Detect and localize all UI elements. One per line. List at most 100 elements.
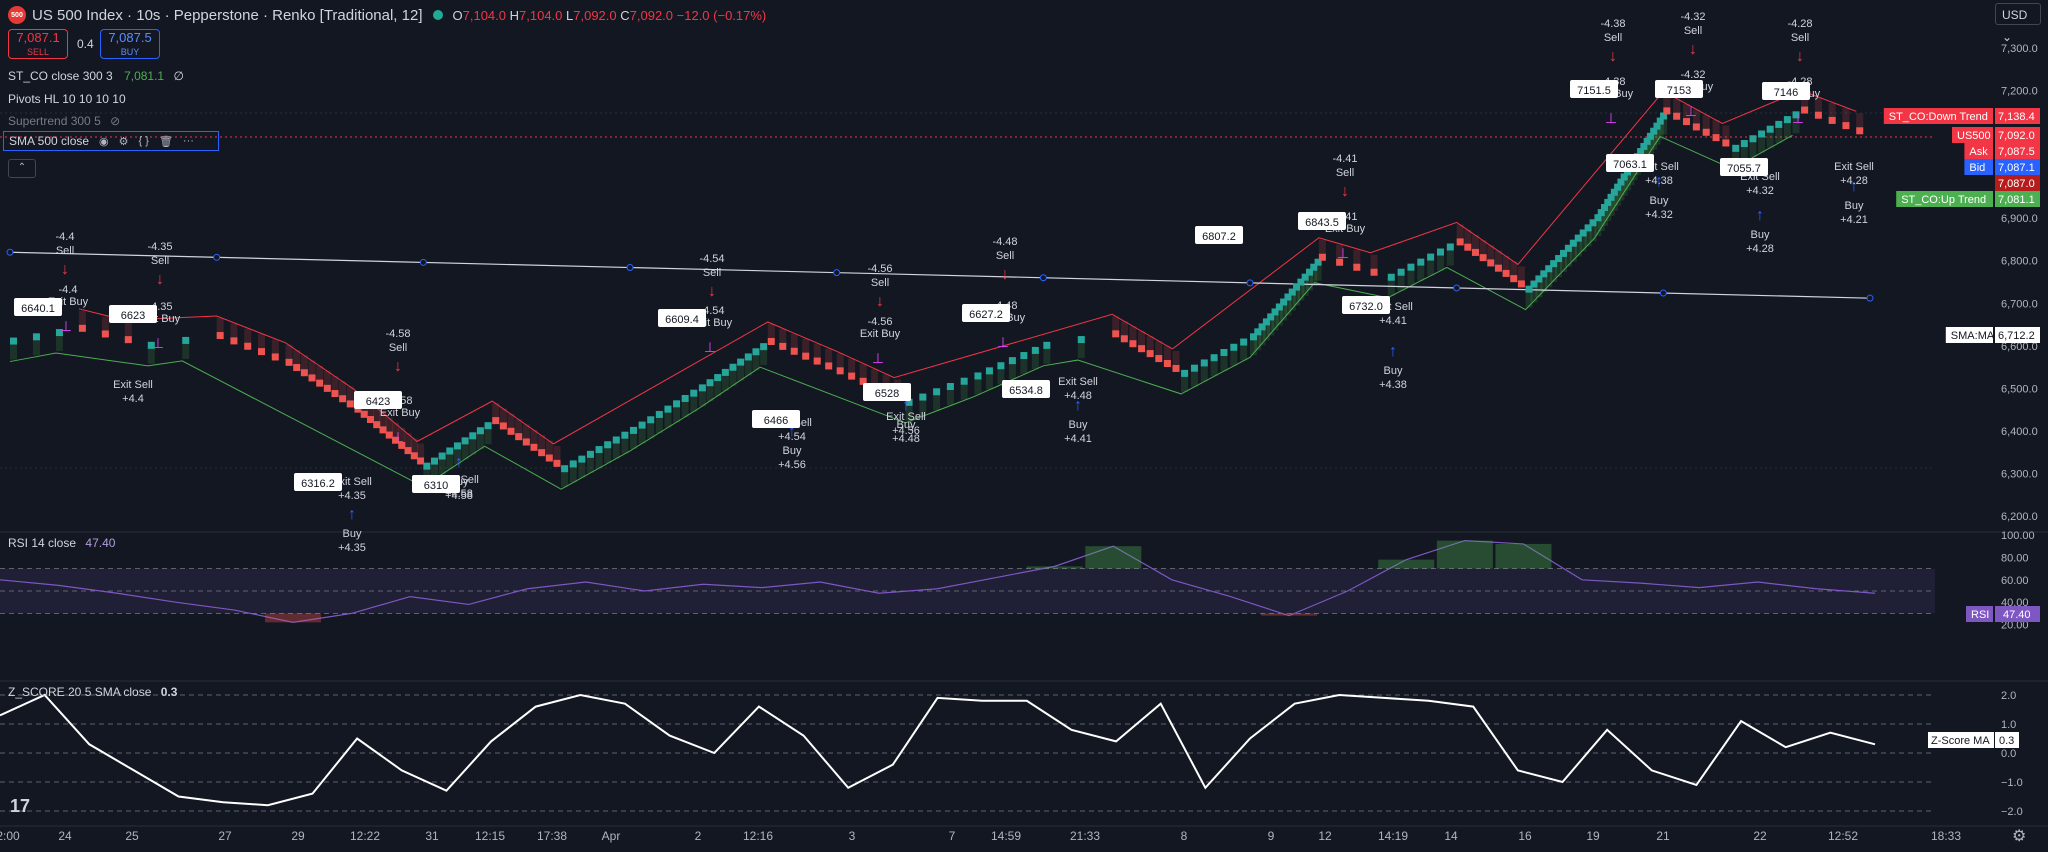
- source-code-icon[interactable]: { }: [138, 135, 149, 147]
- buy-arrow-icon: ↑: [1074, 397, 1082, 414]
- buy-signal-value: +4.21: [1840, 214, 1868, 226]
- collapse-legend-button[interactable]: ⌃: [8, 159, 36, 178]
- renko-brick-up: [974, 372, 982, 380]
- price-axis[interactable]: 7,300.07,200.07,100.07,000.06,900.06,800…: [1883, 43, 2040, 818]
- supertrend-fill: [410, 438, 418, 457]
- renko-brick-up: [1604, 198, 1612, 206]
- sell-button[interactable]: 7,087.1 SELL: [8, 29, 68, 59]
- supertrend-fill: [1240, 342, 1248, 361]
- buy-button[interactable]: 7,087.5 BUY: [100, 29, 160, 59]
- buy-signal-label: Buy: [1845, 200, 1864, 212]
- renko-brick-down: [1494, 264, 1502, 272]
- supertrend-fill: [825, 348, 833, 367]
- pivot-marker: [6, 248, 14, 256]
- settings-icon[interactable]: ⚙: [118, 135, 129, 148]
- supertrend-fill: [1643, 141, 1651, 160]
- renko-brick-down: [373, 421, 381, 429]
- renko-brick-down: [1510, 275, 1518, 283]
- sell-signal-label: Sell: [871, 277, 889, 289]
- renko-brick-up: [1275, 303, 1283, 311]
- renko-brick-up: [1535, 275, 1543, 283]
- supertrend-fill: [1702, 114, 1710, 133]
- renko-brick-up: [1584, 224, 1592, 232]
- sma-legend[interactable]: SMA 500 close ◉ ⚙ { } 🗑 ···: [3, 131, 219, 151]
- sell-signal-label: Sell: [1336, 167, 1354, 179]
- currency-selector[interactable]: USD ⌄: [1995, 3, 2041, 44]
- supertrend-fill: [974, 376, 982, 395]
- supertrend-fill: [404, 433, 412, 452]
- supertrend-fill: [681, 399, 689, 417]
- supertrend-fill: [553, 445, 561, 464]
- pivot-label: 6640.1: [21, 303, 55, 315]
- supertrend-fill: [1301, 277, 1309, 296]
- supertrend-legend[interactable]: Supertrend 300 5 ⊘: [8, 114, 121, 128]
- buy-signal-label: Buy: [897, 419, 916, 431]
- renko-brick-up: [1620, 173, 1628, 181]
- renko-brick-up: [1305, 268, 1313, 276]
- supertrend-fill: [147, 345, 155, 364]
- sell-arrow-icon: ↓: [1689, 41, 1697, 58]
- rsi-legend[interactable]: RSI 14 close 47.40: [8, 536, 116, 550]
- settings-gear-icon[interactable]: ⚙: [2012, 828, 2027, 845]
- renko-brick-down: [1120, 335, 1128, 343]
- renko-brick-up: [604, 441, 612, 449]
- supertrend-fill: [1262, 322, 1270, 341]
- time-tick-label: 16: [1518, 829, 1532, 843]
- price-label-text: ST_CO:Up Trend: [1901, 194, 1986, 206]
- pivot-label: 6843.5: [1305, 217, 1339, 229]
- zscore-legend[interactable]: Z_SCORE 20 5 SMA close 0.3: [8, 685, 178, 699]
- renko-brick-up: [1617, 178, 1625, 186]
- time-axis[interactable]: 2:00 24 25 27 29 12:22 31 12:15 17:38 Apr 2 12:16 3 7…: [0, 829, 1961, 843]
- renko-brick-up: [1656, 117, 1664, 125]
- pivot-label-box: [109, 305, 157, 323]
- supertrend-fill: [373, 407, 381, 426]
- renko-brick-down: [271, 353, 279, 361]
- supertrend-fill: [1740, 144, 1748, 163]
- supertrend-fill: [919, 397, 927, 416]
- sell-signal-value: -4.41: [1332, 153, 1357, 165]
- pivots-legend[interactable]: Pivots HL 10 10 10 10: [8, 92, 126, 106]
- exit-marker-icon: ⊥: [1685, 103, 1697, 119]
- sell-signal-value: -4.56: [867, 263, 892, 275]
- supertrend-fill: [1297, 282, 1305, 301]
- supertrend-fill: [737, 362, 745, 381]
- rsi-overbought-fill: [1085, 546, 1142, 569]
- renko-brick-up: [1775, 120, 1783, 128]
- pivot-marker: [833, 269, 841, 277]
- delete-icon[interactable]: 🗑: [158, 135, 173, 148]
- supertrend-fill: [690, 393, 698, 412]
- rsi-value-box: [1995, 606, 2040, 622]
- renko-brick-down: [538, 449, 546, 457]
- tradingview-logo[interactable]: 17: [10, 796, 31, 816]
- supertrend-fill: [836, 353, 844, 372]
- renko-brick-up: [438, 452, 446, 460]
- renko-brick-up: [997, 362, 1005, 370]
- renko-brick-up: [1650, 127, 1658, 135]
- exit-sell-value: +4.48: [1064, 390, 1092, 402]
- supertrend-fill: [1284, 297, 1292, 316]
- st-co-legend[interactable]: ST_CO close 300 3 7,081.1 ∅: [8, 69, 184, 83]
- time-tick-label: 27: [218, 829, 232, 843]
- eye-icon[interactable]: ◉: [99, 135, 109, 148]
- renko-brick-down: [293, 364, 301, 372]
- supertrend-fill: [1656, 121, 1664, 140]
- renko-brick-up: [1284, 293, 1292, 301]
- renko-brick-down: [230, 337, 238, 345]
- supertrend-fill: [1623, 172, 1631, 191]
- sell-signal-value: -4.38: [1600, 18, 1625, 30]
- exit-marker-icon: ⊥: [872, 350, 884, 366]
- renko-brick-up: [1427, 253, 1435, 261]
- price-label-tag: [1964, 159, 1993, 175]
- exit-marker-icon: ⊥: [1337, 245, 1349, 261]
- supertrend-fill: [1517, 266, 1525, 285]
- supertrend-fill: [300, 355, 308, 374]
- time-tick-label: 14: [1444, 829, 1458, 843]
- renko-brick-up: [1254, 328, 1262, 336]
- more-icon[interactable]: ···: [182, 135, 194, 147]
- renko-brick-down: [331, 390, 339, 398]
- rsi-tick-label: 80.00: [2001, 552, 2029, 564]
- supertrend-fill: [561, 469, 569, 488]
- supertrend-fill: [55, 333, 63, 352]
- symbol-title[interactable]: US 500 Index · 10s · Pepperstone · Renko…: [32, 6, 423, 24]
